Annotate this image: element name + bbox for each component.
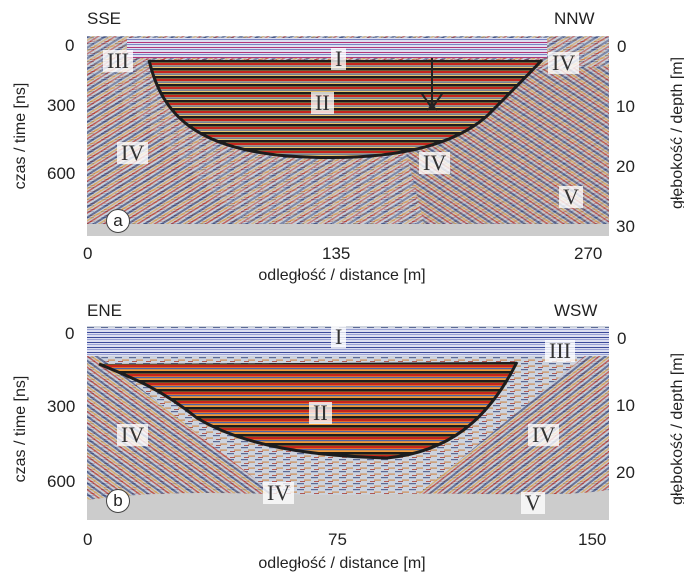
panel-badge-a: a (106, 209, 130, 233)
time-tick-300-b: 300 (47, 397, 76, 416)
distance-tick-75-b: 75 (328, 530, 347, 549)
distance-axis-title-a: odległość / distance [m] (258, 267, 426, 284)
unit-label-ii-b: II (309, 402, 332, 424)
distance-tick-0-a: 0 (83, 244, 93, 263)
unit-label-iv-bottom-b: IV (263, 482, 295, 504)
gpr-profile-a: III I IV II IV IV V a (87, 36, 609, 236)
radargram-b (87, 326, 609, 520)
distance-tick-0-b: 0 (83, 530, 93, 549)
depth-axis-title-a: głębokość / depth [m] (669, 56, 684, 210)
unit-label-iv-left: IV (117, 142, 149, 164)
gpr-profile-b: I III II IV IV IV V b (87, 326, 609, 520)
unit-label-iv-top: IV (548, 52, 580, 74)
depth-tick-30-a: 30 (616, 217, 635, 236)
unit-label-iv-right-b: IV (528, 424, 560, 446)
direction-label-sse: SSE (87, 9, 122, 28)
depth-tick-20-a: 20 (616, 157, 635, 176)
unit-label-ii: II (311, 92, 334, 114)
depth-tick-0-b: 0 (617, 329, 627, 348)
distance-tick-150-b: 150 (578, 530, 607, 549)
annotation-arrow-a (421, 58, 443, 111)
distance-axis-title-b: odległość / distance [m] (258, 555, 426, 572)
panel-badge-b: b (106, 489, 130, 513)
distance-tick-135-a: 135 (322, 244, 351, 263)
time-tick-300-a: 300 (47, 96, 76, 115)
time-tick-0-b: 0 (65, 324, 75, 343)
time-tick-600-a: 600 (47, 164, 76, 183)
unit-label-iii-b: III (545, 340, 575, 362)
direction-label-ene: ENE (87, 301, 122, 320)
direction-label-nnw: NNW (554, 9, 595, 28)
time-axis-title-a: czas / time [ns] (12, 82, 29, 190)
distance-tick-270-a: 270 (574, 244, 603, 263)
unit-label-i-b: I (331, 326, 347, 348)
time-tick-0-a: 0 (65, 36, 75, 55)
unit-label-v: V (559, 186, 583, 208)
depth-tick-10-a: 10 (616, 97, 635, 116)
unit-label-iv-center: IV (419, 152, 451, 174)
time-tick-600-b: 600 (47, 472, 76, 491)
unit-label-iv-left-b: IV (117, 424, 149, 446)
unit-label-v-b: V (521, 492, 545, 514)
direction-label-wsw: WSW (554, 301, 598, 320)
unit-label-i: I (331, 48, 347, 70)
depth-tick-20-b: 20 (616, 463, 635, 482)
time-axis-title-b: czas / time [ns] (12, 375, 29, 483)
radargram-a (87, 36, 609, 236)
depth-tick-10-b: 10 (616, 396, 635, 415)
depth-tick-0-a: 0 (617, 37, 627, 56)
depth-axis-title-b: głębokość / depth [m] (669, 352, 684, 506)
unit-label-iii: III (103, 50, 133, 72)
